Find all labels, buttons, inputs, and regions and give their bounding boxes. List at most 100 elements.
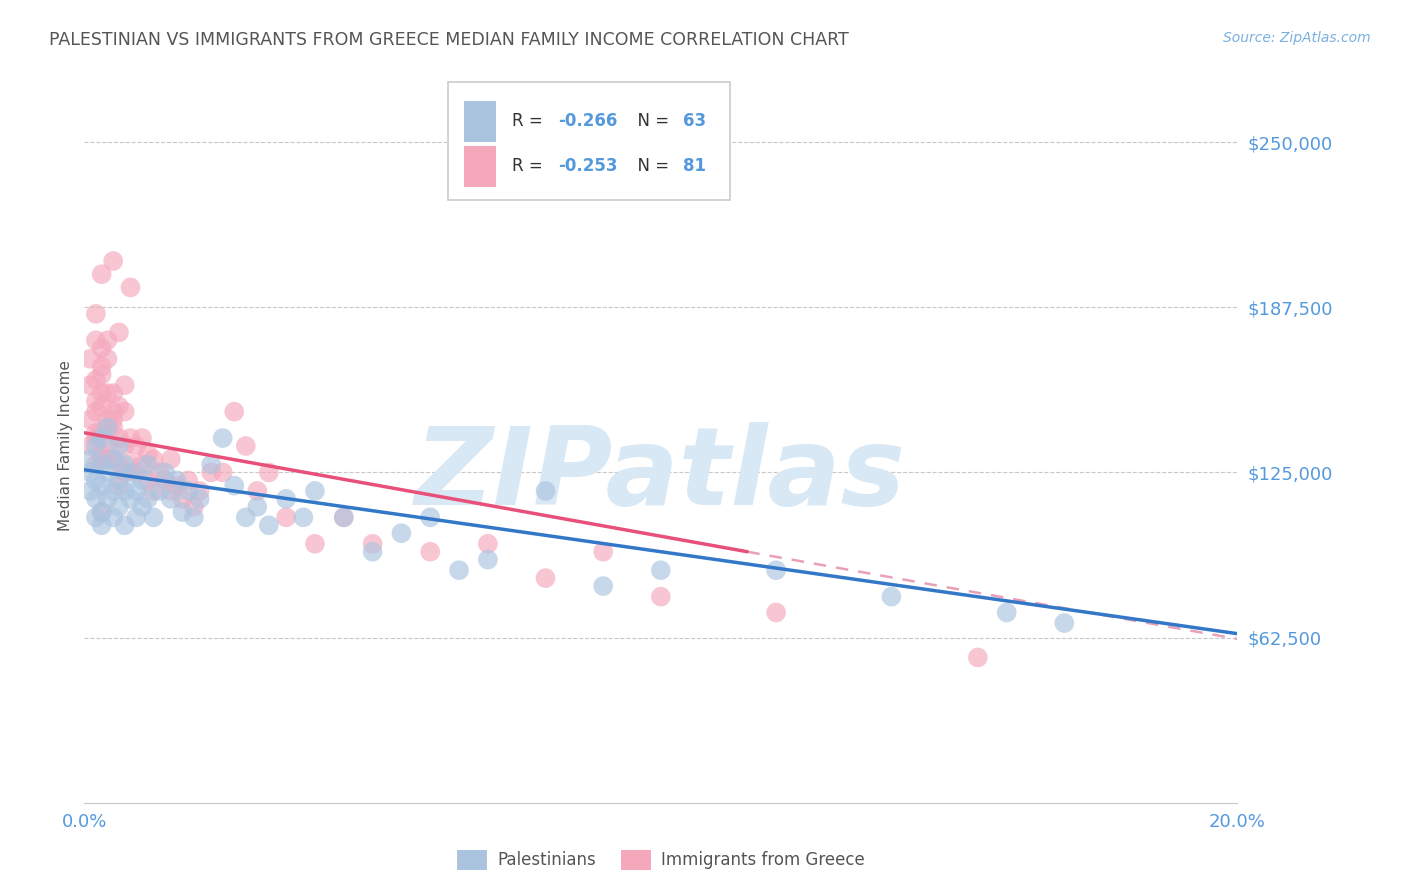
Point <box>211 431 233 445</box>
Point <box>477 537 499 551</box>
Point <box>177 474 200 488</box>
Point <box>333 510 356 524</box>
Point <box>1053 616 1076 631</box>
Point <box>90 425 112 440</box>
Point <box>276 491 298 506</box>
Point <box>246 483 269 498</box>
Point <box>200 466 222 480</box>
Point <box>90 458 112 472</box>
Point <box>84 510 107 524</box>
Point <box>114 466 136 480</box>
Point <box>136 491 159 506</box>
Point <box>90 478 112 492</box>
Point <box>103 386 124 401</box>
Point <box>90 518 112 533</box>
Point <box>103 254 124 268</box>
Point <box>79 351 101 366</box>
Point <box>108 478 131 492</box>
Point <box>131 474 153 488</box>
Point <box>419 510 441 524</box>
Point <box>276 510 298 524</box>
Point <box>96 439 118 453</box>
Point <box>534 483 557 498</box>
Point <box>235 439 257 453</box>
Point <box>172 505 194 519</box>
Point <box>96 466 118 480</box>
Point <box>166 478 188 492</box>
Point <box>449 563 471 577</box>
Point <box>361 537 384 551</box>
Point <box>90 452 112 467</box>
Point <box>103 412 124 426</box>
Point <box>90 359 112 374</box>
Point <box>148 466 170 480</box>
Point <box>765 606 787 620</box>
Point <box>90 400 112 414</box>
Point <box>90 505 112 519</box>
Point <box>188 483 211 498</box>
Point <box>108 400 131 414</box>
Text: PALESTINIAN VS IMMIGRANTS FROM GREECE MEDIAN FAMILY INCOME CORRELATION CHART: PALESTINIAN VS IMMIGRANTS FROM GREECE ME… <box>49 31 849 49</box>
Point <box>224 478 246 492</box>
Y-axis label: Median Family Income: Median Family Income <box>58 360 73 532</box>
Point <box>79 439 101 453</box>
FancyBboxPatch shape <box>464 145 496 187</box>
Point <box>136 447 159 461</box>
Point <box>108 431 131 445</box>
Point <box>84 394 107 409</box>
Point <box>125 483 148 498</box>
Text: R =: R = <box>512 157 548 175</box>
Point <box>96 420 118 434</box>
Point <box>183 510 205 524</box>
Point <box>257 466 280 480</box>
Point <box>477 552 499 566</box>
Point <box>160 452 183 467</box>
Point <box>96 351 118 366</box>
Point <box>160 483 183 498</box>
Point <box>103 420 124 434</box>
Point <box>79 412 101 426</box>
Point <box>79 378 101 392</box>
Point <box>995 606 1018 620</box>
Point <box>136 458 159 472</box>
Point <box>131 458 153 472</box>
Text: 81: 81 <box>683 157 706 175</box>
Point <box>592 579 614 593</box>
Point <box>84 458 107 472</box>
Point <box>90 368 112 382</box>
Point <box>114 518 136 533</box>
Point <box>79 483 101 498</box>
Point <box>114 378 136 392</box>
Point <box>534 571 557 585</box>
Point <box>96 386 118 401</box>
Point <box>183 500 205 514</box>
Point <box>90 447 112 461</box>
Point <box>120 458 142 472</box>
Point <box>79 452 101 467</box>
Point <box>765 563 787 577</box>
Point <box>131 500 153 514</box>
Point <box>120 466 142 480</box>
Point <box>246 500 269 514</box>
Point <box>96 491 118 506</box>
Text: Source: ZipAtlas.com: Source: ZipAtlas.com <box>1223 31 1371 45</box>
FancyBboxPatch shape <box>447 82 730 200</box>
Point <box>292 510 315 524</box>
Text: 63: 63 <box>683 112 706 130</box>
FancyBboxPatch shape <box>464 101 496 142</box>
Point <box>90 267 112 281</box>
Point <box>361 545 384 559</box>
Point <box>90 431 112 445</box>
Point <box>103 483 124 498</box>
Text: -0.266: -0.266 <box>558 112 617 130</box>
Point <box>880 590 903 604</box>
Legend: Palestinians, Immigrants from Greece: Palestinians, Immigrants from Greece <box>450 843 872 877</box>
Point <box>235 510 257 524</box>
Text: -0.253: -0.253 <box>558 157 617 175</box>
Point <box>211 466 233 480</box>
Point <box>84 307 107 321</box>
Point <box>153 474 176 488</box>
Point <box>114 404 136 418</box>
Point <box>108 458 131 472</box>
Point <box>391 526 413 541</box>
